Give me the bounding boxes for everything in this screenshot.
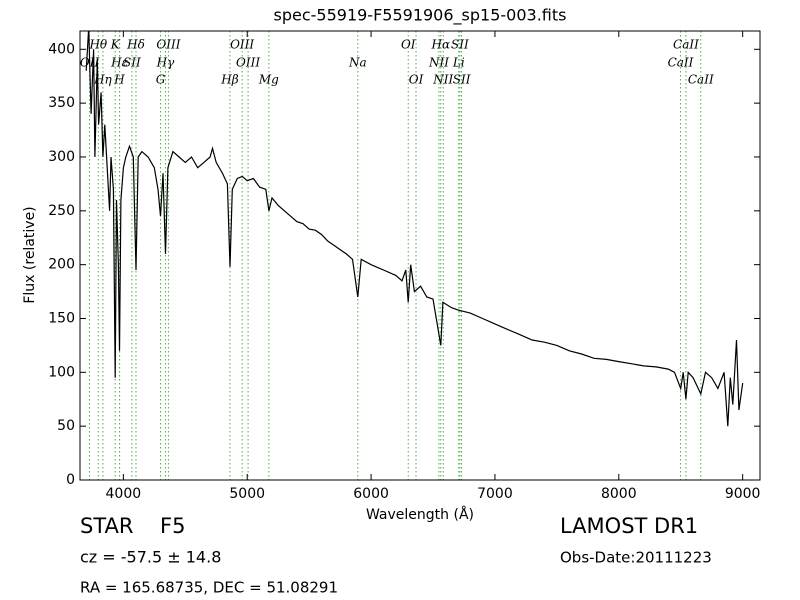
spectral-line-label: OI <box>409 73 424 87</box>
spectral-line-label: Mg <box>258 73 279 87</box>
spectral-line-label: OIII <box>236 56 260 70</box>
spectral-line-label: G <box>156 73 166 87</box>
y-tick-label: 350 <box>48 95 75 111</box>
plot-area <box>85 31 744 480</box>
spectral-line-label: Hθ <box>88 38 107 52</box>
y-tick-label: 150 <box>48 310 75 326</box>
spectral-line-label: SII <box>451 38 469 52</box>
spectral-line-label: Hε <box>110 56 128 70</box>
spectral-line-label: OI <box>401 38 416 52</box>
spectral-line-label: SII <box>123 56 141 70</box>
y-tick-label: 300 <box>48 149 75 165</box>
spectral-line-label: SII <box>453 73 471 87</box>
spectral-line-label: CaII <box>688 73 714 87</box>
coordinates: RA = 165.68735, DEC = 51.08291 <box>80 579 338 597</box>
spectral-line-label: Li <box>452 56 465 70</box>
x-axis-label: Wavelength (Å) <box>366 506 474 523</box>
spectral-line-label: NII <box>432 73 453 87</box>
spectral-line-label: CaII <box>673 38 699 52</box>
x-tick-label: 4000 <box>106 486 142 502</box>
spectral-line-label: H <box>113 73 125 87</box>
spectral-line-label: Hδ <box>126 38 145 52</box>
spectral-line-label: OIII <box>230 38 254 52</box>
spectral-line-label: Hγ <box>156 56 175 70</box>
x-tick-label: 7000 <box>477 486 513 502</box>
spectral-line-label: Hα <box>431 38 451 52</box>
x-tick-label: 8000 <box>601 486 637 502</box>
survey: LAMOST DR1 <box>560 514 698 538</box>
x-tick-label: 5000 <box>229 486 265 502</box>
spectral-line-label: Hβ <box>220 73 238 87</box>
y-tick-label: 200 <box>48 257 75 273</box>
chart-title: spec-55919-F5591906_sp15-003.fits <box>274 6 567 26</box>
y-tick-label: 0 <box>66 472 75 488</box>
spectral-line-label: Hη <box>93 73 112 87</box>
y-tick-label: 100 <box>48 364 75 380</box>
y-tick-label: 50 <box>57 418 75 434</box>
spectral-line-label: Na <box>348 56 367 70</box>
spectral-line-label: CaII <box>668 56 694 70</box>
spectral-line-label: NII <box>428 56 449 70</box>
y-axis-label: Flux (relative) <box>22 206 38 303</box>
spectral-line-label: OII <box>80 56 100 70</box>
subclass: F5 <box>160 514 185 538</box>
plot-frame <box>79 30 761 481</box>
obs-date: Obs-Date:20111223 <box>560 549 712 567</box>
spectral-line-label: K <box>110 38 121 52</box>
object-class: STAR <box>80 514 133 538</box>
y-tick-label: 250 <box>48 203 75 219</box>
spectrum-line <box>85 31 744 427</box>
x-tick-label: 6000 <box>353 486 389 502</box>
spectral-line-label: OIII <box>156 38 180 52</box>
y-tick-label: 400 <box>48 41 75 57</box>
x-tick-label: 9000 <box>725 486 761 502</box>
redshift: cz = -57.5 ± 14.8 <box>80 548 221 567</box>
